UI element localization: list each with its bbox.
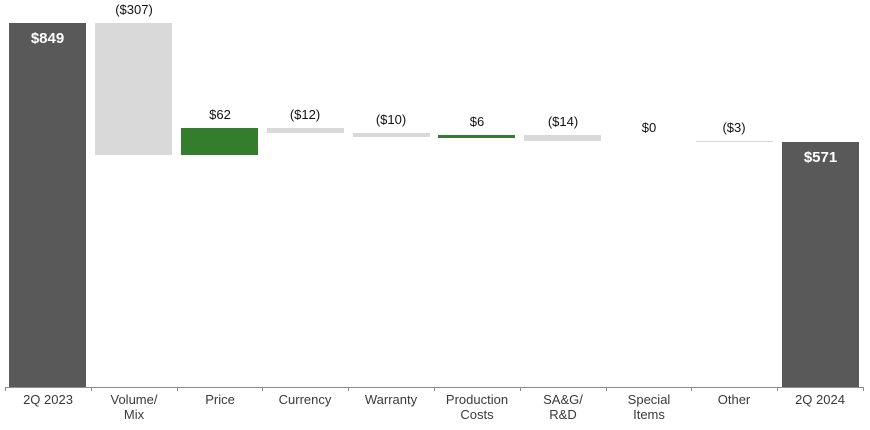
category-label-other: Other: [691, 392, 777, 407]
category-label-production-costs: Production Costs: [434, 392, 520, 422]
value-label-special-items: $0: [641, 120, 657, 135]
bar-sa-g-r-d: [524, 135, 601, 141]
x-axis-tick: [262, 387, 263, 391]
category-label-2q-2024: 2Q 2024: [777, 392, 863, 407]
bar-2q-2023: [9, 23, 86, 387]
value-label-2q-2023: $849: [30, 30, 65, 47]
x-axis-tick: [691, 387, 692, 391]
bar-production-costs: [438, 135, 515, 138]
value-label-2q-2024: $571: [803, 149, 838, 166]
value-label-warranty: ($10): [375, 112, 407, 127]
category-label-line: Warranty: [364, 392, 418, 407]
bar-volume-mix: [95, 23, 172, 155]
bar-currency: [267, 128, 344, 133]
category-label-line: Items: [633, 407, 665, 422]
category-label-line: R&D: [549, 407, 577, 422]
category-label-line: Price: [205, 392, 235, 407]
value-label-sa-g-r-d: ($14): [547, 114, 579, 129]
category-label-sa-g-r-d: SA&G/R&D: [520, 392, 606, 422]
category-label-currency: Currency: [262, 392, 348, 407]
value-label-price: $62: [209, 107, 231, 122]
category-label-line: Costs: [460, 407, 494, 422]
x-axis-tick: [348, 387, 349, 391]
category-label-line: Volume/: [110, 392, 158, 407]
bar-price: [181, 128, 258, 155]
bar-2q-2024: [782, 142, 859, 387]
x-axis-tick: [177, 387, 178, 391]
value-label-currency: ($12): [289, 107, 321, 122]
category-label-special-items: Special Items: [606, 392, 692, 422]
value-label-other: ($3): [722, 120, 746, 135]
value-label-volume-mix: ($307): [115, 2, 153, 17]
x-axis-tick: [606, 387, 607, 391]
x-axis-tick: [91, 387, 92, 391]
x-axis-tick: [434, 387, 435, 391]
category-label-line: Mix: [123, 407, 145, 422]
category-label-line: 2Q 2023: [23, 392, 73, 407]
category-label-price: Price: [177, 392, 263, 407]
bar-warranty: [353, 133, 430, 137]
x-axis-tick: [863, 387, 864, 391]
category-label-line: 2Q 2024: [795, 392, 845, 407]
category-label-line: Other: [717, 392, 751, 407]
category-label-warranty: Warranty: [348, 392, 434, 407]
category-label-line: Special: [627, 392, 671, 407]
category-label-2q-2023: 2Q 2023: [5, 392, 91, 407]
category-label-line: Currency: [278, 392, 332, 407]
x-axis-tick: [777, 387, 778, 391]
category-label-line: Production: [445, 392, 509, 407]
value-label-production-costs: $6: [469, 114, 485, 129]
bar-other: [696, 141, 773, 142]
category-label-line: SA&G/: [543, 392, 583, 407]
category-label-volume-mix: Volume/Mix: [91, 392, 177, 422]
x-axis-tick: [5, 387, 6, 391]
x-axis-tick: [520, 387, 521, 391]
